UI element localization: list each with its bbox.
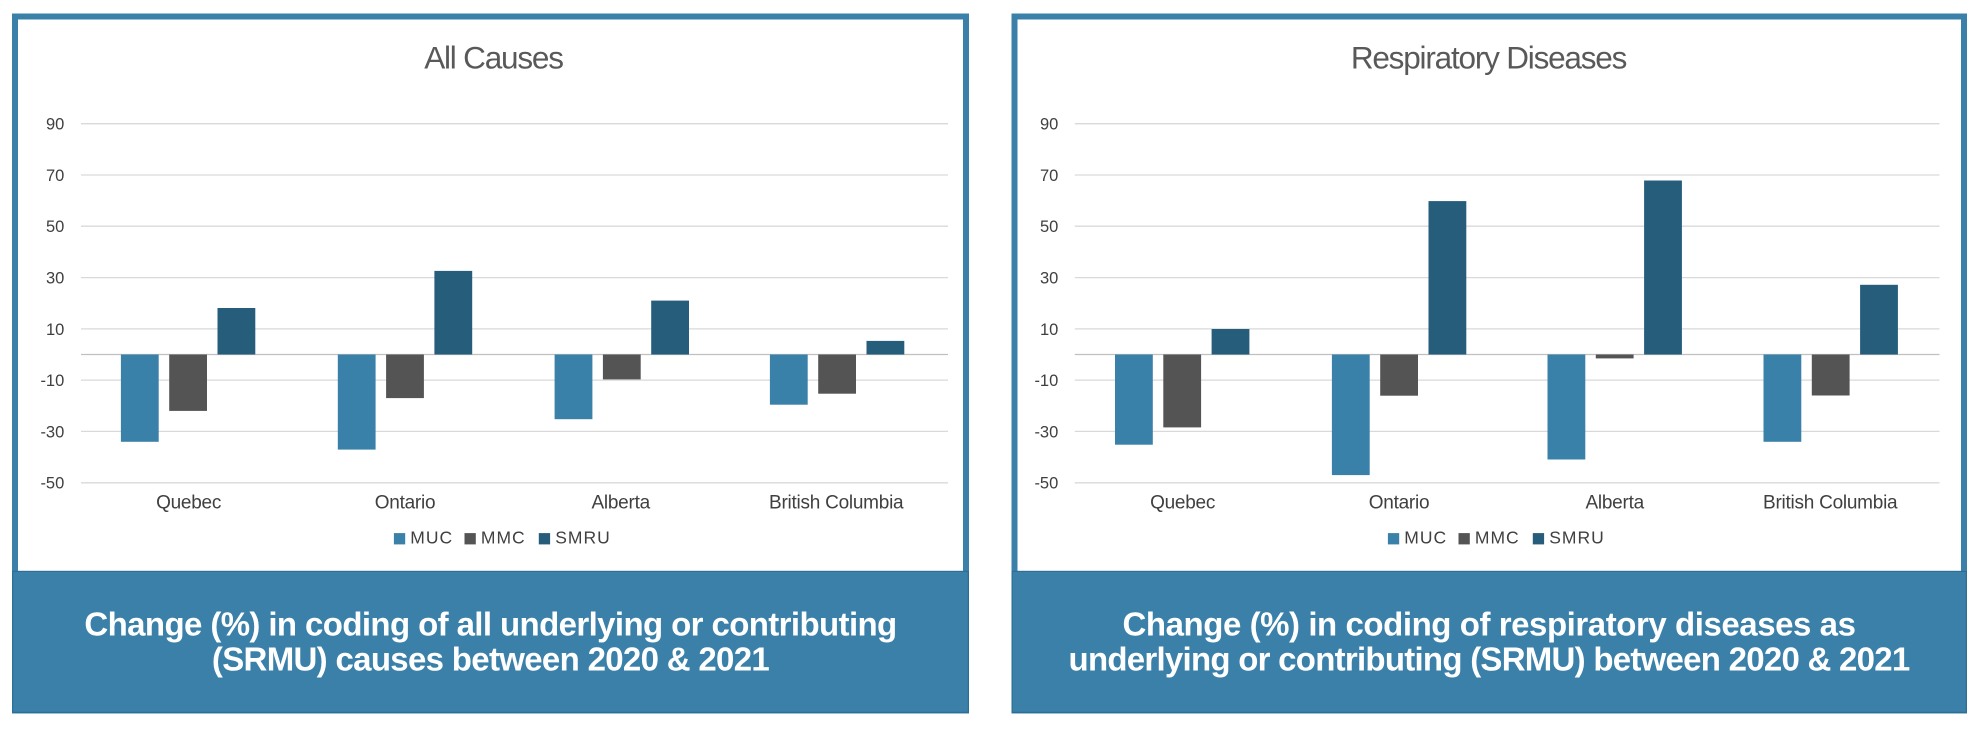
- svg-text:30: 30: [46, 269, 64, 287]
- svg-text:Respiratory Diseases: Respiratory Diseases: [1351, 40, 1627, 76]
- svg-text:10: 10: [46, 321, 64, 339]
- svg-text:SMRU: SMRU: [1549, 527, 1605, 547]
- svg-text:underlying or contributing (SR: underlying or contributing (SRMU) betwee…: [1069, 640, 1910, 677]
- svg-text:90: 90: [1040, 116, 1058, 134]
- svg-text:-30: -30: [1034, 423, 1058, 441]
- svg-text:-50: -50: [1034, 475, 1058, 493]
- svg-text:-30: -30: [40, 423, 64, 441]
- svg-text:50: 50: [1040, 218, 1058, 236]
- svg-text:-10: -10: [40, 372, 64, 390]
- svg-text:(SRMU) causes between 2020 & 2: (SRMU) causes between 2020 & 2021: [212, 640, 769, 677]
- svg-text:10: 10: [1040, 321, 1058, 339]
- svg-text:30: 30: [1040, 269, 1058, 287]
- svg-text:SMRU: SMRU: [555, 527, 611, 547]
- svg-text:MMC: MMC: [1475, 527, 1520, 547]
- svg-text:-10: -10: [1034, 372, 1058, 390]
- svg-text:MUC: MUC: [410, 527, 453, 547]
- svg-text:90: 90: [46, 116, 64, 134]
- svg-text:British Columbia: British Columbia: [1763, 493, 1898, 514]
- svg-text:Alberta: Alberta: [1585, 493, 1644, 514]
- svg-text:Ontario: Ontario: [1369, 493, 1430, 514]
- svg-text:All Causes: All Causes: [424, 40, 563, 76]
- svg-text:70: 70: [1040, 167, 1058, 185]
- svg-text:Change (%) in coding of respir: Change (%) in coding of respiratory dise…: [1122, 606, 1855, 643]
- svg-text:Change (%) in coding of all un: Change (%) in coding of all underlying o…: [84, 606, 896, 643]
- svg-text:British Columbia: British Columbia: [769, 493, 904, 514]
- svg-text:MUC: MUC: [1404, 527, 1447, 547]
- svg-text:-50: -50: [40, 475, 64, 493]
- svg-text:50: 50: [46, 218, 64, 236]
- svg-text:Ontario: Ontario: [375, 493, 436, 514]
- svg-text:70: 70: [46, 167, 64, 185]
- svg-text:Alberta: Alberta: [591, 493, 650, 514]
- svg-text:MMC: MMC: [481, 527, 526, 547]
- svg-text:Quebec: Quebec: [156, 493, 221, 514]
- svg-text:Quebec: Quebec: [1150, 493, 1215, 514]
